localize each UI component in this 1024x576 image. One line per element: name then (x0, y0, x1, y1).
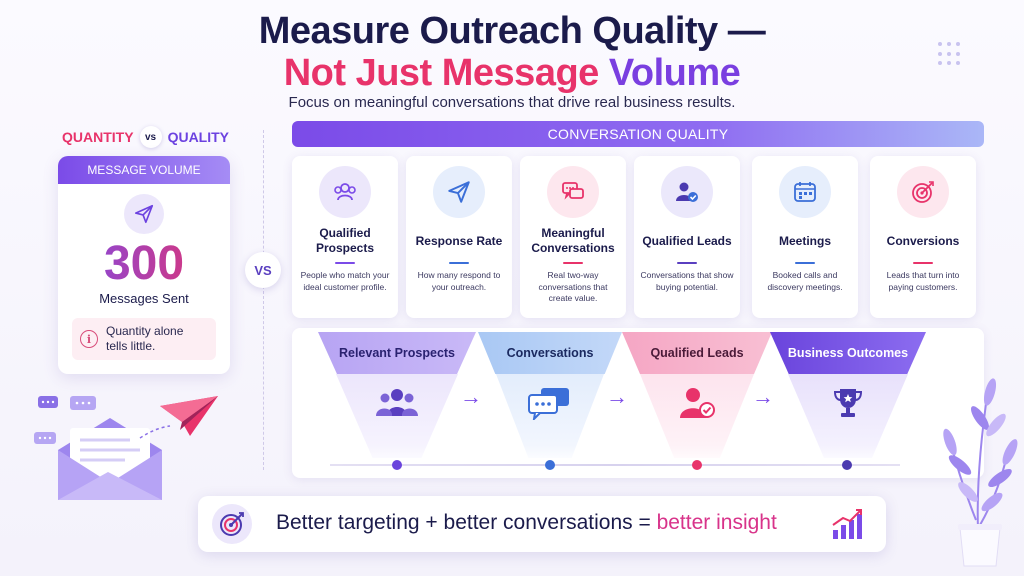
insight-text: Better targeting + better conversations … (276, 511, 777, 535)
metric-title: Qualified Leads (642, 233, 732, 248)
chat-bubbles-icon (547, 166, 599, 218)
metric-card-qualified-leads: Qualified Leads Conversations that show … (634, 156, 740, 318)
metric-underline (913, 262, 933, 264)
arrow-right-icon: → (460, 384, 482, 409)
metric-title: Meaningful Conversations (531, 226, 615, 255)
funnel-timeline (330, 464, 900, 466)
metric-description: Real two-way conversations that create v… (538, 270, 608, 303)
quantity-note-text: Quantity alone tells little. (106, 324, 184, 353)
metric-description: Conversations that show buying potential… (640, 270, 734, 292)
title-highlight-purple: Volume (608, 52, 741, 94)
page-title: Measure Outreach Quality — (258, 10, 766, 52)
metric-underline (795, 262, 815, 264)
funnel-stage-label: Qualified Leads (622, 332, 772, 374)
funnel-stage-relevant-prospects: Relevant Prospects (318, 332, 476, 458)
paper-plane-icon (433, 166, 485, 218)
paper-plane-icon (124, 194, 164, 234)
section-divider (263, 130, 264, 470)
metric-card-meaningful-conversations: Meaningful Conversations Real two-way co… (520, 156, 626, 318)
metric-description: People who match your ideal customer pro… (300, 270, 390, 292)
chat-bubbles-icon (496, 374, 604, 458)
envelope-illustration (30, 388, 230, 513)
user-check-icon (661, 166, 713, 218)
metric-description: How many respond to your outreach. (417, 270, 501, 292)
bar-chart-growth-icon (830, 506, 866, 547)
message-count-label: Messages Sent (99, 291, 189, 306)
timeline-dot (692, 460, 702, 470)
insight-banner: Better targeting + better conversations … (198, 496, 886, 552)
metric-underline (677, 262, 697, 264)
metric-title: Meetings (778, 233, 831, 248)
arrow-right-icon: → (606, 384, 628, 409)
metric-title: Conversions (886, 233, 960, 248)
plant-illustration (930, 370, 1020, 575)
page-subtitle: Focus on meaningful conversations that d… (288, 94, 736, 111)
metric-title: Response Rate (415, 233, 503, 248)
quality-word: QUALITY (167, 129, 230, 145)
message-volume-card: MESSAGE VOLUME 300 Messages Sent i Quant… (58, 156, 230, 374)
info-icon: i (80, 330, 98, 348)
metric-title: Qualified Prospects (315, 226, 375, 255)
funnel-stage-label: Relevant Prospects (318, 332, 476, 374)
funnel-stage-conversations: Conversations (478, 332, 622, 458)
quantity-vs-quality-heading: QUANTITY vs QUALITY (62, 126, 229, 148)
metric-underline (449, 262, 469, 264)
group-icon (319, 166, 371, 218)
insight-text-main: Better targeting + better conversations … (276, 511, 657, 534)
metric-underline (335, 262, 355, 264)
metric-description: Leads that turn into paying customers. (886, 270, 960, 292)
message-count: 300 (58, 236, 230, 291)
arrow-right-icon: → (752, 384, 774, 409)
target-icon (212, 504, 252, 544)
metric-underline (563, 262, 583, 264)
metric-description: Booked calls and discovery meetings. (767, 270, 843, 292)
title-highlight-pink: Not Just Message (283, 52, 600, 94)
conversation-quality-header: CONVERSATION QUALITY (292, 121, 984, 147)
decorative-dots (938, 42, 962, 66)
message-volume-header: MESSAGE VOLUME (58, 156, 230, 184)
vs-small-badge: vs (139, 126, 162, 148)
vs-badge: VS (245, 252, 281, 288)
trophy-icon (788, 374, 908, 458)
user-check-icon (640, 374, 754, 458)
funnel-stage-label: Conversations (478, 332, 622, 374)
timeline-dot (842, 460, 852, 470)
timeline-dot (392, 460, 402, 470)
funnel-stage-label: Business Outcomes (770, 332, 926, 374)
metric-card-response-rate: Response Rate How many respond to your o… (406, 156, 512, 318)
metric-card-meetings: Meetings Booked calls and discovery meet… (752, 156, 858, 318)
timeline-dot (545, 460, 555, 470)
page-title-line2: Not Just Message Volume (0, 52, 1024, 95)
metric-card-conversions: Conversions Leads that turn into paying … (870, 156, 976, 318)
target-icon (897, 166, 949, 218)
funnel-stage-qualified-leads: Qualified Leads (622, 332, 772, 458)
quantity-note: i Quantity alone tells little. (72, 318, 216, 360)
group-icon (336, 374, 458, 458)
quantity-word: QUANTITY (62, 129, 134, 145)
calendar-icon (779, 166, 831, 218)
metric-card-qualified-prospects: Qualified Prospects People who match you… (292, 156, 398, 318)
insight-text-highlight: better insight (656, 511, 777, 534)
funnel-stage-business-outcomes: Business Outcomes (770, 332, 926, 458)
